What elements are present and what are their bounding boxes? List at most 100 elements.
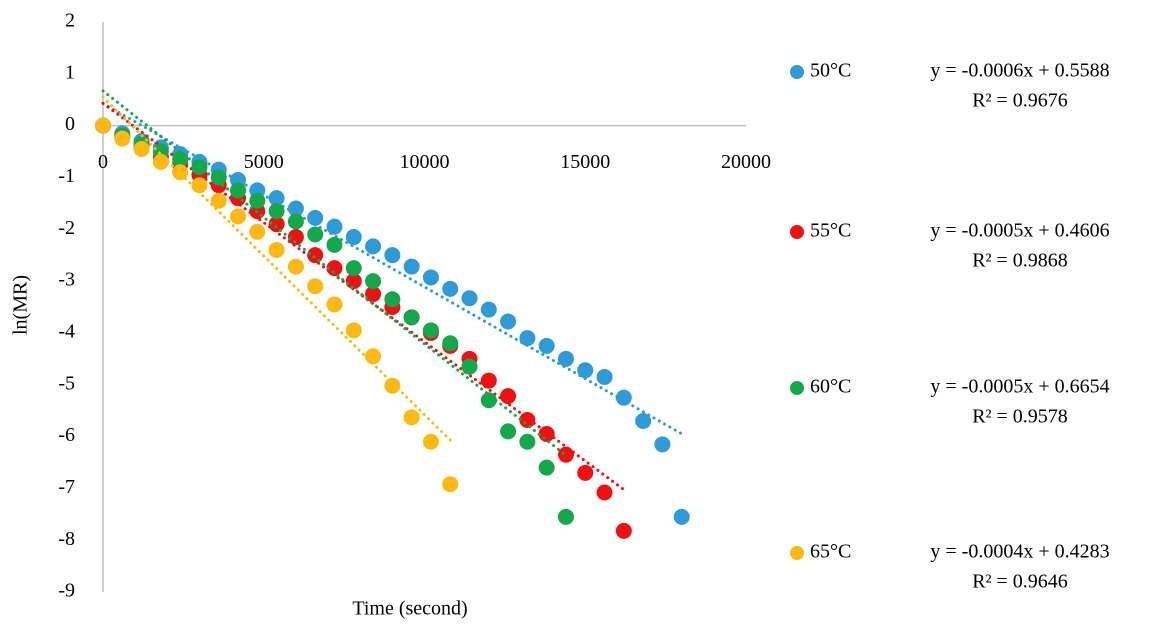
x-tick-label: 0 <box>98 151 108 173</box>
x-axis-title: Time (second) <box>352 598 467 620</box>
data-point <box>403 409 420 426</box>
data-point <box>365 238 382 255</box>
data-point <box>538 337 555 354</box>
data-point <box>403 309 420 326</box>
data-point <box>519 330 536 347</box>
data-point <box>461 290 478 307</box>
y-tick-label: -1 <box>58 165 75 187</box>
data-point <box>345 260 362 277</box>
data-point <box>268 216 285 233</box>
data-point <box>249 192 266 209</box>
data-point <box>461 358 478 375</box>
data-point <box>210 192 227 209</box>
data-point <box>596 368 613 385</box>
data-point <box>326 218 343 235</box>
data-point <box>442 476 459 493</box>
data-point <box>133 140 150 157</box>
data-point <box>654 436 671 453</box>
trendline-equation: y = -0.0006x + 0.5588 <box>930 60 1109 82</box>
y-tick-label: -3 <box>58 269 75 291</box>
data-point <box>326 236 343 253</box>
data-point <box>326 296 343 313</box>
legend-marker <box>790 65 804 79</box>
legend-marker <box>790 546 804 560</box>
y-tick-label: -7 <box>58 476 75 498</box>
trendline-equation: y = -0.0005x + 0.4606 <box>930 220 1109 242</box>
y-tick-label: -2 <box>58 217 75 239</box>
y-tick-label: -9 <box>58 580 75 602</box>
trendline-r2: R² = 0.9868 <box>972 250 1068 272</box>
data-point <box>345 273 362 290</box>
data-point <box>615 522 632 539</box>
data-point <box>249 223 266 240</box>
data-point <box>596 484 613 501</box>
y-tick-label: -6 <box>58 424 75 446</box>
legend-marker <box>790 381 804 395</box>
data-point <box>500 313 517 330</box>
trendline <box>101 95 452 442</box>
data-point <box>422 322 439 339</box>
data-point <box>172 164 189 181</box>
data-point <box>442 335 459 352</box>
trendline-equation: y = -0.0005x + 0.6654 <box>930 376 1109 398</box>
trendline-r2: R² = 0.9676 <box>972 90 1068 112</box>
data-point <box>673 508 690 525</box>
data-point <box>480 301 497 318</box>
data-point <box>230 182 247 199</box>
x-tick-label: 20000 <box>721 151 771 173</box>
data-point <box>384 247 401 264</box>
data-point <box>326 260 343 277</box>
y-axis-title: ln(MR) <box>10 275 32 335</box>
x-tick-label: 10000 <box>400 151 450 173</box>
data-point <box>500 388 517 405</box>
y-tick-label: 2 <box>65 10 75 32</box>
y-tick-label: 0 <box>65 113 75 135</box>
data-point <box>557 350 574 367</box>
data-point <box>577 464 594 481</box>
y-tick-label: -4 <box>58 321 75 343</box>
data-point <box>538 425 555 442</box>
y-tick-label: 1 <box>65 61 75 83</box>
data-point <box>365 348 382 365</box>
data-point <box>307 278 324 295</box>
data-point <box>307 209 324 226</box>
y-tick-label: -5 <box>58 372 75 394</box>
legend-marker <box>790 225 804 239</box>
x-tick-label: 15000 <box>560 151 610 173</box>
legend-label: 60°C <box>810 376 851 398</box>
data-point <box>307 247 324 264</box>
data-point <box>422 433 439 450</box>
trendline-r2: R² = 0.9578 <box>972 406 1068 428</box>
legend-label: 50°C <box>810 60 851 82</box>
data-point <box>345 229 362 246</box>
data-point <box>307 226 324 243</box>
data-point <box>191 177 208 194</box>
data-point <box>480 372 497 389</box>
data-point <box>152 153 169 170</box>
data-point <box>268 190 285 207</box>
data-point <box>615 389 632 406</box>
data-point <box>230 208 247 225</box>
data-point <box>95 117 111 134</box>
data-point <box>365 286 382 303</box>
data-point <box>268 203 285 220</box>
trendline <box>101 101 626 492</box>
data-point <box>557 508 574 525</box>
legend-label: 65°C <box>810 541 851 563</box>
data-point <box>210 169 227 186</box>
data-point <box>519 433 536 450</box>
data-point <box>422 269 439 286</box>
data-point <box>268 242 285 258</box>
legend-label: 55°C <box>810 220 851 242</box>
data-point <box>287 229 304 246</box>
data-point <box>635 413 652 429</box>
data-point <box>114 130 131 147</box>
data-point <box>403 258 420 275</box>
data-point <box>345 322 362 339</box>
data-point <box>287 200 304 217</box>
data-point <box>384 377 401 394</box>
trendline-equation: y = -0.0004x + 0.4283 <box>930 541 1109 563</box>
data-point <box>172 151 189 168</box>
data-point <box>538 459 555 476</box>
